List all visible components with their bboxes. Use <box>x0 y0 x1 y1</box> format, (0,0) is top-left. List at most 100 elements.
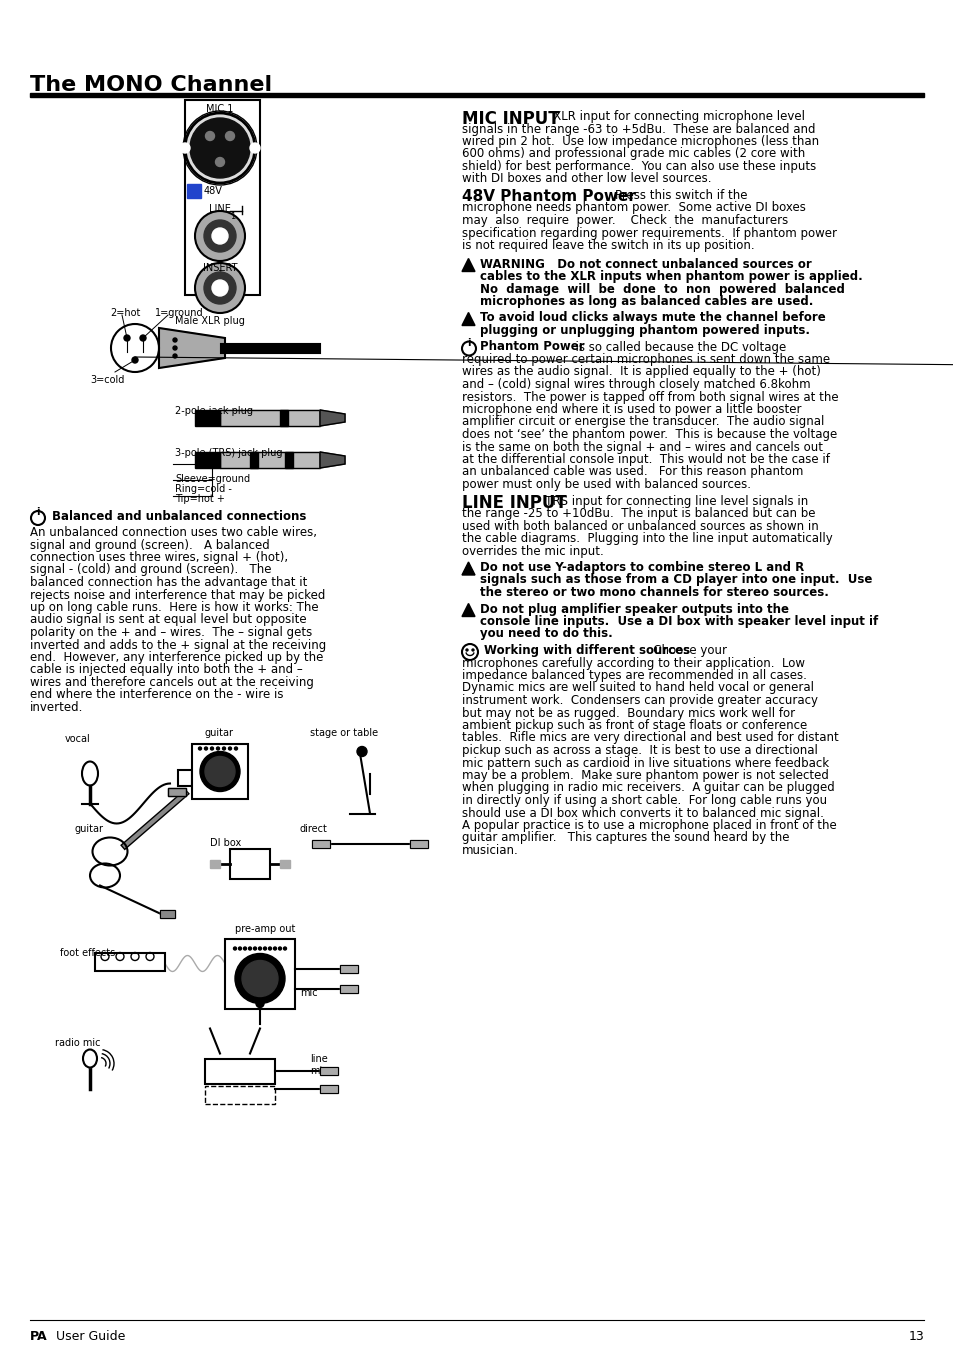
Text: inverted and adds to the + signal at the receiving: inverted and adds to the + signal at the… <box>30 639 326 651</box>
Text: shield) for best performance.  You can also use these inputs: shield) for best performance. You can al… <box>461 159 816 173</box>
Circle shape <box>234 747 237 750</box>
Text: the stereo or two mono channels for stereo sources.: the stereo or two mono channels for ster… <box>479 586 828 598</box>
Circle shape <box>229 747 232 750</box>
Ellipse shape <box>90 863 120 888</box>
Text: Do not plug amplifier speaker outputs into the: Do not plug amplifier speaker outputs in… <box>479 603 788 616</box>
Text: signals such as those from a CD player into one input.  Use: signals such as those from a CD player i… <box>479 574 871 586</box>
Text: Ring=cold -: Ring=cold - <box>174 484 232 494</box>
Bar <box>95 952 165 970</box>
Text: the range -25 to +10dBu.  The input is balanced but can be: the range -25 to +10dBu. The input is ba… <box>461 507 815 520</box>
Text: line: line <box>310 1054 328 1063</box>
Circle shape <box>255 1000 264 1008</box>
Text: guitar amplifier.   This captures the sound heard by the: guitar amplifier. This captures the soun… <box>461 831 789 844</box>
Circle shape <box>124 335 130 340</box>
Text: balanced connection has the advantage that it: balanced connection has the advantage th… <box>30 576 307 589</box>
Circle shape <box>172 338 177 342</box>
Text: Tip=hot +: Tip=hot + <box>174 494 225 504</box>
Text: is not required leave the switch in its up position.: is not required leave the switch in its … <box>461 239 754 253</box>
Text: INSERT: INSERT <box>203 263 237 273</box>
Text: User Guide: User Guide <box>52 1329 125 1343</box>
Text: signal - (cold) and ground (screen).   The: signal - (cold) and ground (screen). The <box>30 563 272 577</box>
Text: 1: 1 <box>230 212 235 222</box>
Bar <box>250 453 257 467</box>
Text: is the same on both the signal + and – wires and cancels out: is the same on both the signal + and – w… <box>461 440 822 454</box>
Text: To avoid loud clicks always mute the channel before: To avoid loud clicks always mute the cha… <box>479 312 825 324</box>
Text: WARNING   Do not connect unbalanced sources or: WARNING Do not connect unbalanced source… <box>479 258 811 270</box>
Text: signals in the range -63 to +5dBu.  These are balanced and: signals in the range -63 to +5dBu. These… <box>461 123 815 135</box>
Circle shape <box>233 947 236 950</box>
Text: MIC 1: MIC 1 <box>206 104 233 113</box>
Circle shape <box>205 757 234 786</box>
Circle shape <box>204 747 208 750</box>
Circle shape <box>204 220 235 253</box>
Bar <box>210 859 220 867</box>
Text: !: ! <box>466 261 470 269</box>
Circle shape <box>172 354 177 358</box>
Text: ambient pickup such as front of stage floats or conference: ambient pickup such as front of stage fl… <box>461 719 806 732</box>
Text: microphones as long as balanced cables are used.: microphones as long as balanced cables a… <box>479 295 813 308</box>
Text: pre-amp out: pre-amp out <box>234 924 295 934</box>
Bar <box>319 1085 337 1093</box>
Text: may  also  require  power.    Check  the  manufacturers: may also require power. Check the manufa… <box>461 213 787 227</box>
Text: cable is injected equally into both the + and –: cable is injected equally into both the … <box>30 663 302 677</box>
Text: in directly only if using a short cable.  For long cable runs you: in directly only if using a short cable.… <box>461 794 826 807</box>
Text: 600 ohms) and professional grade mic cables (2 core with: 600 ohms) and professional grade mic cab… <box>461 147 804 161</box>
Text: should use a DI box which converts it to balanced mic signal.: should use a DI box which converts it to… <box>461 807 823 820</box>
Bar <box>178 770 192 785</box>
Circle shape <box>211 747 213 750</box>
Text: guitar: guitar <box>75 824 104 834</box>
Text: Balanced and unbalanced connections: Balanced and unbalanced connections <box>52 509 306 523</box>
Bar <box>168 788 186 796</box>
Bar <box>192 743 248 798</box>
Polygon shape <box>461 604 475 616</box>
Text: !: ! <box>466 315 470 323</box>
Polygon shape <box>159 328 225 367</box>
Text: 2=hot: 2=hot <box>110 308 140 317</box>
Circle shape <box>356 747 367 757</box>
Text: DI box: DI box <box>210 839 241 848</box>
Text: when plugging in radio mic receivers.  A guitar can be plugged: when plugging in radio mic receivers. A … <box>461 781 834 794</box>
Circle shape <box>195 212 244 259</box>
Circle shape <box>238 947 241 950</box>
Circle shape <box>198 747 201 750</box>
Text: mic: mic <box>310 1066 327 1075</box>
Text: plugging or unplugging phantom powered inputs.: plugging or unplugging phantom powered i… <box>479 324 809 336</box>
Bar <box>205 1085 274 1104</box>
Text: Do not use Y-adaptors to combine stereo L and R: Do not use Y-adaptors to combine stereo … <box>479 561 803 574</box>
Text: 1=ground: 1=ground <box>154 308 203 317</box>
Text: Sleeve=ground: Sleeve=ground <box>174 474 250 484</box>
Text: stage or table: stage or table <box>310 728 377 739</box>
Text: an unbalanced cable was used.   For this reason phantom: an unbalanced cable was used. For this r… <box>461 466 802 478</box>
Bar <box>95 952 165 970</box>
Circle shape <box>242 961 277 997</box>
Bar <box>194 453 220 467</box>
Polygon shape <box>461 562 475 576</box>
Circle shape <box>132 357 138 363</box>
Bar <box>187 184 201 199</box>
Circle shape <box>248 947 252 950</box>
Circle shape <box>234 954 285 1004</box>
Circle shape <box>205 131 214 141</box>
Text: wires and therefore cancels out at the receiving: wires and therefore cancels out at the r… <box>30 676 314 689</box>
Bar <box>410 839 428 847</box>
Circle shape <box>204 272 235 304</box>
Circle shape <box>212 228 228 245</box>
Text: PA: PA <box>30 1329 48 1343</box>
Ellipse shape <box>92 838 128 866</box>
Bar <box>285 453 293 467</box>
Bar <box>339 985 357 993</box>
Circle shape <box>274 947 276 950</box>
Text: power must only be used with balanced sources.: power must only be used with balanced so… <box>461 478 750 490</box>
Text: mic pattern such as cardioid in live situations where feedback: mic pattern such as cardioid in live sit… <box>461 757 828 770</box>
Text: TRS input for connecting line level signals in: TRS input for connecting line level sign… <box>534 494 807 508</box>
Text: XLR input for connecting microphone level: XLR input for connecting microphone leve… <box>541 109 804 123</box>
Polygon shape <box>319 453 345 467</box>
Bar <box>225 939 294 1008</box>
Text: but may not be as rugged.  Boundary mics work well for: but may not be as rugged. Boundary mics … <box>461 707 794 720</box>
Text: i: i <box>467 338 470 347</box>
Text: up on long cable runs.  Here is how it works: The: up on long cable runs. Here is how it wo… <box>30 601 318 613</box>
Circle shape <box>225 131 234 141</box>
Polygon shape <box>319 409 345 426</box>
Circle shape <box>253 947 256 950</box>
Text: microphones carefully according to their application.  Low: microphones carefully according to their… <box>461 657 804 670</box>
